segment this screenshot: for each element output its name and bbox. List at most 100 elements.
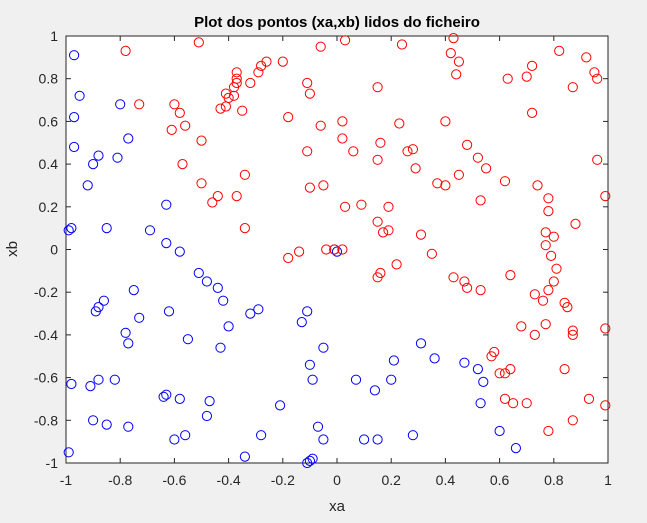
data-point — [521, 71, 532, 82]
data-point — [318, 180, 329, 191]
data-point — [163, 306, 175, 317]
data-point — [177, 159, 188, 170]
y-axis-ticks: -1 -0.8 -0.6 -0.4 -0.2 0 0.2 0.4 0.6 0.8 1 — [34, 28, 608, 471]
data-point — [256, 430, 267, 441]
data-point — [239, 223, 250, 234]
data-point — [82, 180, 93, 191]
data-point — [502, 73, 513, 84]
data-point — [415, 338, 427, 349]
data-point — [88, 415, 99, 426]
data-point — [499, 368, 511, 379]
y-tick-label: 0.4 — [39, 156, 59, 172]
data-point — [304, 88, 315, 99]
data-point — [223, 321, 234, 332]
data-point — [109, 374, 120, 385]
data-point — [486, 351, 497, 362]
data-point — [180, 430, 191, 441]
data-point — [123, 338, 134, 349]
data-point — [472, 152, 483, 163]
data-point — [90, 306, 101, 317]
data-point — [543, 425, 554, 437]
data-point — [115, 99, 126, 110]
data-point — [453, 169, 464, 180]
data-point — [207, 197, 218, 208]
data-point — [548, 231, 559, 242]
data-point — [475, 195, 486, 206]
data-point — [204, 396, 215, 407]
data-point — [372, 154, 383, 165]
data-point — [432, 178, 443, 189]
data-point — [321, 244, 332, 255]
data-point — [228, 90, 240, 101]
data-point — [546, 250, 557, 261]
data-point — [201, 276, 212, 287]
data-point — [548, 276, 559, 287]
data-point — [112, 152, 123, 163]
data-markers — [63, 33, 611, 469]
data-point — [540, 240, 551, 251]
data-point — [567, 415, 578, 426]
y-tick-label: -1 — [46, 455, 59, 471]
data-point — [231, 77, 242, 89]
data-point — [123, 421, 134, 432]
y-tick-label: 0.8 — [39, 71, 59, 87]
data-point — [318, 342, 329, 353]
data-point — [331, 246, 343, 257]
data-point — [407, 144, 418, 155]
data-point — [494, 425, 505, 437]
data-point — [201, 410, 212, 422]
data-point — [296, 317, 307, 328]
data-point — [304, 455, 315, 466]
data-point — [372, 272, 383, 283]
data-point — [275, 400, 286, 411]
data-point — [543, 206, 554, 217]
x-tick-label: -0.4 — [217, 472, 241, 488]
y-axis-label: xb — [4, 241, 21, 257]
data-point — [182, 334, 193, 345]
data-point — [521, 398, 532, 409]
data-point — [589, 67, 600, 78]
data-point — [337, 133, 348, 144]
data-point — [69, 50, 80, 61]
data-point — [231, 191, 242, 202]
data-point — [158, 391, 169, 402]
data-point — [459, 357, 470, 368]
y-tick-label: -0.6 — [34, 370, 58, 386]
data-point — [396, 39, 408, 50]
data-point — [600, 191, 611, 202]
data-point — [481, 163, 492, 174]
data-point — [302, 146, 313, 157]
data-point — [350, 374, 362, 385]
x-tick-label: -0.2 — [271, 472, 295, 488]
data-point — [581, 52, 592, 63]
data-point — [161, 389, 172, 400]
data-point — [359, 434, 370, 445]
data-point — [510, 443, 522, 454]
data-point — [410, 163, 421, 174]
x-tick-label: 1 — [604, 472, 612, 488]
data-point — [529, 329, 540, 340]
data-point — [527, 60, 538, 72]
data-point — [231, 73, 242, 84]
data-point — [592, 73, 603, 84]
data-point — [193, 37, 204, 48]
chart-title: Plot dos pontos (xa,xb) lidos do ficheir… — [194, 14, 480, 31]
data-point — [315, 41, 326, 52]
data-point — [372, 434, 383, 445]
data-point — [540, 227, 551, 238]
data-point — [169, 434, 180, 445]
data-point — [462, 282, 473, 293]
data-point — [415, 229, 427, 240]
data-point — [215, 103, 226, 114]
data-point — [407, 430, 418, 441]
data-point — [161, 199, 172, 210]
y-tick-label: 0.2 — [39, 199, 59, 215]
data-point — [551, 263, 562, 274]
y-tick-label: -0.2 — [34, 284, 58, 300]
data-point — [101, 223, 112, 234]
data-point — [537, 295, 549, 306]
data-point — [101, 419, 112, 430]
data-point — [196, 135, 207, 146]
data-point — [277, 56, 288, 67]
